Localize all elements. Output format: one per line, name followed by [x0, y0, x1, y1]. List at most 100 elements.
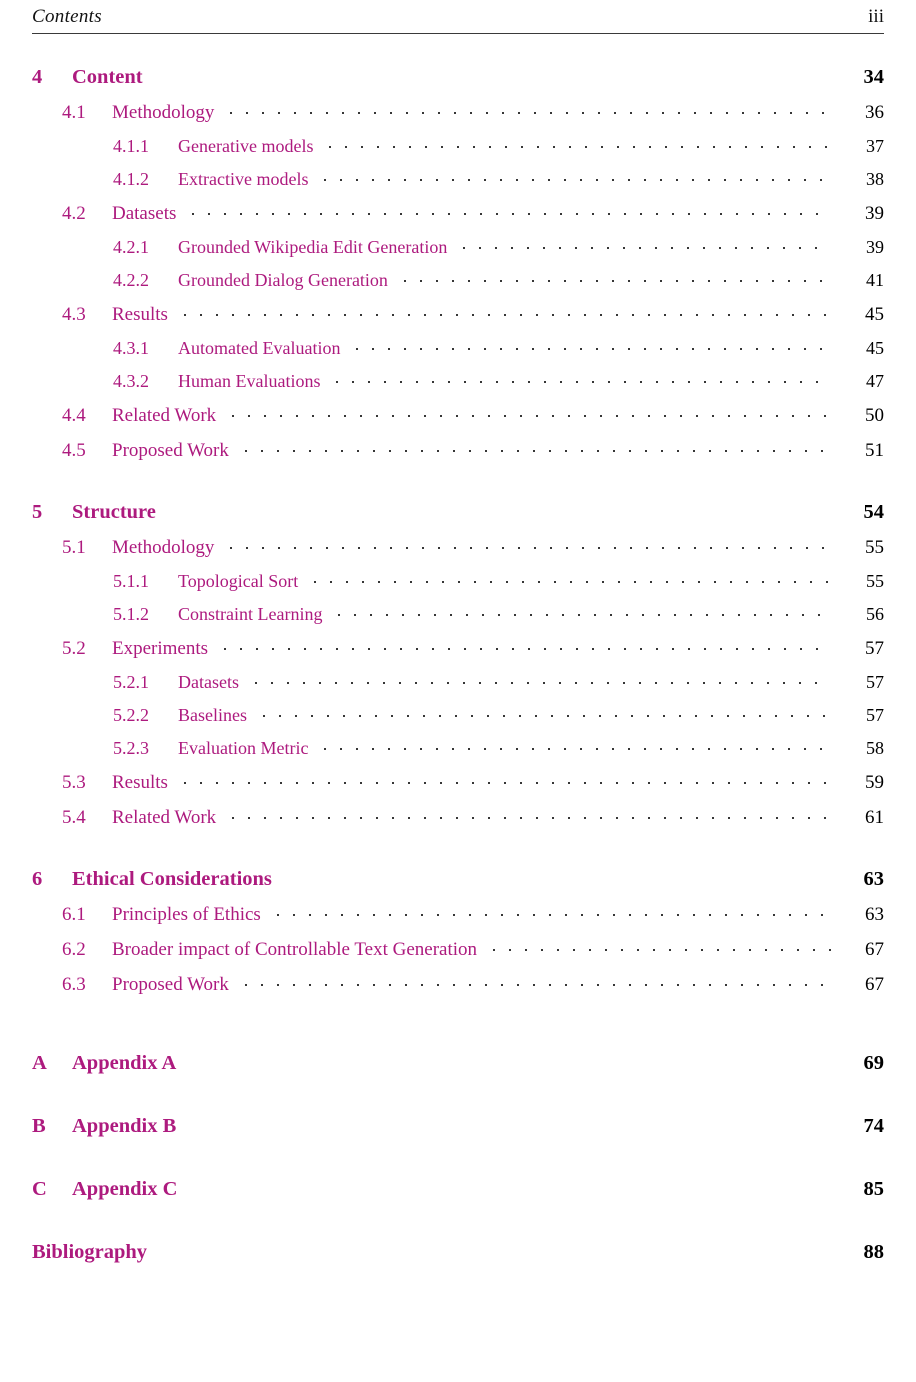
toc-entry-5-4[interactable]: 5.4 Related Work 61	[32, 804, 884, 827]
toc-entry-page-number: 36	[865, 102, 884, 123]
toc-dot-leader	[486, 936, 831, 955]
toc-dot-leader	[329, 369, 831, 387]
toc-entry-title: Appendix B	[72, 1114, 177, 1137]
toc-entry-4-2[interactable]: 4.2 Datasets 39	[32, 200, 884, 223]
toc-entry-4-2-2[interactable]: 4.2.2 Grounded Dialog Generation 41	[32, 268, 884, 289]
toc-entry-number: 4.4	[62, 405, 86, 426]
toc-entry-number: 5.2	[62, 638, 86, 659]
toc-entry-4-1[interactable]: 4.1 Methodology 36	[32, 99, 884, 122]
toc-dot-leader	[223, 534, 831, 553]
toc-entry-A[interactable]: A Appendix A 69	[32, 1048, 884, 1073]
toc-entry-title: Evaluation Metric	[178, 738, 309, 758]
toc-entry-number: 5.2.1	[113, 672, 149, 692]
row-spacer	[32, 390, 884, 402]
toc-entry-page-number: 57	[866, 672, 884, 692]
toc-entry-B[interactable]: B Appendix B 74	[32, 1111, 884, 1136]
toc-entry-5-1-1[interactable]: 5.1.1 Topological Sort 55	[32, 569, 884, 590]
toc-entry-title: Proposed Work	[112, 974, 229, 995]
toc-entry-5-2[interactable]: 5.2 Experiments 57	[32, 635, 884, 658]
toc-dot-leader	[307, 569, 831, 587]
toc-entry-C[interactable]: C Appendix C 85	[32, 1174, 884, 1199]
toc-entry-5-1[interactable]: 5.1 Methodology 55	[32, 534, 884, 557]
toc-entry-5-2-3[interactable]: 5.2.3 Evaluation Metric 58	[32, 736, 884, 757]
row-spacer	[32, 357, 884, 369]
toc-dot-leader	[317, 736, 831, 754]
toc-dot-leader	[185, 1111, 831, 1132]
toc-entry-page-number: 47	[866, 371, 884, 391]
toc-entry-title: Human Evaluations	[178, 371, 321, 391]
toc-entry-title: Content	[72, 65, 143, 88]
toc-entry-number: 6.3	[62, 974, 86, 995]
toc-entry-6[interactable]: 6 Ethical Considerations 63	[32, 864, 884, 889]
toc-entry-page-number: 61	[865, 807, 884, 828]
toc-entry-6-1[interactable]: 6.1 Principles of Ethics 63	[32, 901, 884, 924]
toc-entry-title: Results	[112, 772, 168, 793]
toc-dot-leader	[317, 167, 831, 185]
toc-entry-title: Structure	[72, 500, 156, 523]
toc-entry-title: Bibliography	[32, 1240, 148, 1263]
toc-entry-4-5[interactable]: 4.5 Proposed Work 51	[32, 437, 884, 460]
toc-entry-number: 4	[32, 65, 43, 88]
toc-entry-4[interactable]: 4 Content 34	[32, 62, 884, 87]
toc-dot-leader	[349, 336, 831, 354]
toc-entry-title: Extractive models	[178, 169, 309, 189]
row-spacer	[32, 122, 884, 134]
toc-entry-6-2[interactable]: 6.2 Broader impact of Controllable Text G…	[32, 936, 884, 959]
toc-dot-leader	[225, 804, 831, 823]
toc-entry-4-3-1[interactable]: 4.3.1 Automated Evaluation 45	[32, 336, 884, 357]
toc-entry-5-2-1[interactable]: 5.2.1 Datasets 57	[32, 670, 884, 691]
toc-dot-leader	[217, 635, 831, 654]
toc-entry-page-number: 45	[865, 304, 884, 325]
row-spacer	[32, 691, 884, 703]
toc-entry-page-number: 67	[865, 974, 884, 995]
toc-entry-number: C	[32, 1177, 47, 1200]
toc-dot-leader	[156, 1237, 831, 1258]
row-spacer	[32, 924, 884, 936]
toc-entry-page-number: 41	[866, 270, 884, 290]
row-spacer	[32, 792, 884, 804]
toc-entry-number: 5.1.1	[113, 571, 149, 591]
toc-entry-number: 6.1	[62, 904, 86, 925]
toc-entry-number: 4.3.2	[113, 371, 149, 391]
toc-entry-4-4[interactable]: 4.4 Related Work 50	[32, 402, 884, 425]
toc-entry-4-2-1[interactable]: 4.2.1 Grounded Wikipedia Edit Generation 3…	[32, 235, 884, 256]
toc-entry-4-1-2[interactable]: 4.1.2 Extractive models 38	[32, 167, 884, 188]
toc-entry-page-number: 74	[863, 1114, 885, 1137]
toc-dot-leader	[185, 1048, 831, 1069]
row-spacer	[32, 223, 884, 235]
toc-entry-5-1-2[interactable]: 5.1.2 Constraint Learning 56	[32, 602, 884, 623]
toc-entry-page-number: 69	[863, 1051, 885, 1074]
toc-entry-title: Results	[112, 304, 168, 325]
header-title: Contents	[32, 6, 102, 27]
toc-entry-page-number: 45	[866, 338, 884, 358]
toc-entry-4-1-1[interactable]: 4.1.1 Generative models 37	[32, 134, 884, 155]
toc-entry-title: Topological Sort	[178, 571, 299, 591]
toc-entry-4-3-2[interactable]: 4.3.2 Human Evaluations 47	[32, 369, 884, 390]
row-spacer	[32, 557, 884, 569]
toc-dot-leader	[456, 235, 831, 253]
toc-entry-5-3[interactable]: 5.3 Results 59	[32, 769, 884, 792]
toc-entry-number: 5	[32, 500, 43, 523]
toc-entry-number: 4.2.1	[113, 237, 149, 257]
row-spacer	[32, 757, 884, 769]
toc-entry-5[interactable]: 5 Structure 54	[32, 497, 884, 522]
toc-entry-title: Related Work	[112, 807, 217, 828]
toc-entry-title: Appendix A	[72, 1051, 177, 1074]
toc-entry-6-3[interactable]: 6.3 Proposed Work 67	[32, 971, 884, 994]
toc-entry-number: 5.2.2	[113, 705, 149, 725]
toc-dot-leader	[247, 670, 831, 688]
toc-entry-title: Baselines	[178, 705, 247, 725]
toc-entry-title: Related Work	[112, 405, 217, 426]
toc-entry-title: Methodology	[112, 102, 215, 123]
toc-dot-leader	[186, 1174, 831, 1195]
toc-entry-5-2-2[interactable]: 5.2.2 Baselines 57	[32, 703, 884, 724]
toc-entry-4-3[interactable]: 4.3 Results 45	[32, 301, 884, 324]
toc-entry-bibliography[interactable]: Bibliography 88	[32, 1237, 884, 1262]
toc-entry-page-number: 56	[866, 604, 884, 624]
toc-dot-leader	[237, 437, 831, 456]
toc-dot-leader	[281, 864, 831, 885]
toc-entry-page-number: 57	[866, 705, 884, 725]
toc-dot-leader	[223, 99, 831, 118]
row-spacer	[32, 425, 884, 437]
toc-dot-leader	[269, 901, 831, 920]
